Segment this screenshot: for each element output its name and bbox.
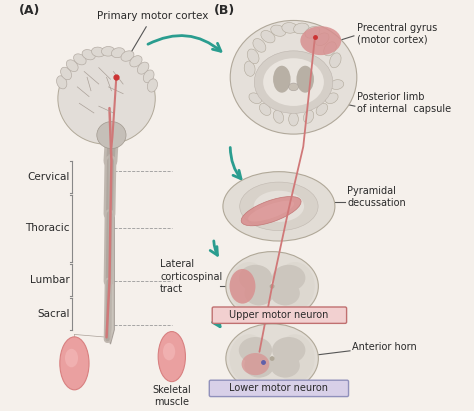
Ellipse shape <box>97 122 126 148</box>
Ellipse shape <box>330 80 344 90</box>
Ellipse shape <box>262 57 325 108</box>
Ellipse shape <box>245 281 274 305</box>
Ellipse shape <box>254 191 304 222</box>
Ellipse shape <box>111 48 125 58</box>
Ellipse shape <box>230 21 357 134</box>
FancyBboxPatch shape <box>210 380 348 397</box>
Ellipse shape <box>229 262 268 311</box>
Ellipse shape <box>305 27 320 38</box>
Ellipse shape <box>239 337 272 363</box>
Ellipse shape <box>270 284 274 289</box>
Ellipse shape <box>61 67 72 80</box>
Ellipse shape <box>130 55 142 67</box>
Ellipse shape <box>276 262 315 311</box>
Ellipse shape <box>273 66 291 93</box>
Ellipse shape <box>289 83 299 91</box>
FancyBboxPatch shape <box>212 307 346 323</box>
Ellipse shape <box>324 42 336 56</box>
Ellipse shape <box>101 46 115 56</box>
Ellipse shape <box>282 23 297 33</box>
Ellipse shape <box>58 53 155 144</box>
Ellipse shape <box>56 76 67 89</box>
Text: Thoracic: Thoracic <box>25 224 70 233</box>
Text: Lumbar: Lumbar <box>30 275 70 285</box>
Ellipse shape <box>158 332 185 382</box>
Ellipse shape <box>229 334 268 383</box>
Ellipse shape <box>137 62 149 74</box>
Ellipse shape <box>296 66 314 93</box>
Ellipse shape <box>226 324 319 393</box>
Ellipse shape <box>270 356 274 361</box>
Text: Anterior horn: Anterior horn <box>352 342 417 352</box>
Ellipse shape <box>229 269 255 304</box>
Ellipse shape <box>241 196 301 226</box>
Ellipse shape <box>245 353 274 378</box>
Ellipse shape <box>60 337 89 390</box>
Ellipse shape <box>272 265 305 291</box>
Ellipse shape <box>253 39 266 52</box>
Ellipse shape <box>276 334 315 383</box>
Ellipse shape <box>263 58 324 106</box>
Polygon shape <box>109 155 111 339</box>
Ellipse shape <box>73 54 86 65</box>
Ellipse shape <box>223 172 335 241</box>
Ellipse shape <box>254 51 333 113</box>
Ellipse shape <box>244 61 255 76</box>
Ellipse shape <box>226 252 319 321</box>
Ellipse shape <box>289 113 299 126</box>
Text: Posterior limb
of internal  capsule: Posterior limb of internal capsule <box>357 92 451 114</box>
Text: Precentral gyrus
(motor cortex): Precentral gyrus (motor cortex) <box>357 23 437 45</box>
Ellipse shape <box>143 70 154 83</box>
Text: Lower motor neuron: Lower motor neuron <box>229 383 328 393</box>
Ellipse shape <box>325 93 338 104</box>
Ellipse shape <box>316 104 328 115</box>
Ellipse shape <box>273 110 283 123</box>
Ellipse shape <box>65 349 78 367</box>
Ellipse shape <box>272 337 305 363</box>
Ellipse shape <box>91 47 105 57</box>
Text: Primary motor cortex: Primary motor cortex <box>97 12 208 75</box>
Ellipse shape <box>240 182 318 231</box>
Text: Cervical: Cervical <box>27 172 70 182</box>
Ellipse shape <box>293 23 309 34</box>
Ellipse shape <box>315 33 329 46</box>
Text: Skeletal
muscle: Skeletal muscle <box>153 386 191 407</box>
Ellipse shape <box>242 353 269 375</box>
Text: Pyramidal
decussation: Pyramidal decussation <box>347 186 406 208</box>
Text: Sacral: Sacral <box>37 309 70 319</box>
Ellipse shape <box>239 265 272 291</box>
Ellipse shape <box>147 79 157 92</box>
Ellipse shape <box>301 26 341 55</box>
Ellipse shape <box>330 53 341 68</box>
Text: (B): (B) <box>214 4 235 17</box>
Ellipse shape <box>82 50 95 60</box>
Ellipse shape <box>247 49 259 64</box>
Ellipse shape <box>163 343 175 360</box>
Ellipse shape <box>248 201 294 222</box>
Ellipse shape <box>259 104 271 115</box>
Ellipse shape <box>303 110 314 123</box>
Text: Upper motor neuron: Upper motor neuron <box>229 310 328 320</box>
Ellipse shape <box>271 25 286 36</box>
Text: Lateral
corticospinal
tract: Lateral corticospinal tract <box>160 259 222 294</box>
Ellipse shape <box>261 30 275 43</box>
Ellipse shape <box>270 353 300 378</box>
Text: (A): (A) <box>19 4 40 17</box>
Ellipse shape <box>270 281 300 305</box>
Ellipse shape <box>66 60 78 72</box>
Polygon shape <box>107 151 114 344</box>
Ellipse shape <box>249 93 262 104</box>
Ellipse shape <box>121 51 134 61</box>
